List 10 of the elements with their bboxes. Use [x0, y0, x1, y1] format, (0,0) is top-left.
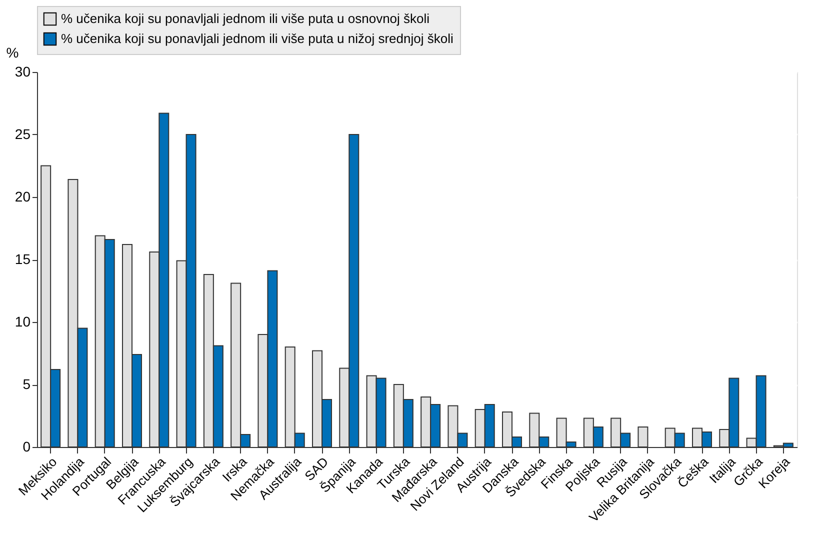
y-tick-label: 25	[14, 126, 31, 142]
y-tick-label: 15	[14, 251, 31, 267]
legend-label: % učenika koji su ponavljali jednom ili više puta u nižoj srednjoj školi	[61, 31, 454, 46]
y-tick-label: 0	[22, 438, 31, 454]
legend-label: % učenika koji su ponavljali jednom ili više puta u osnovnoj školi	[61, 11, 430, 26]
y-tick-label: 5	[22, 376, 31, 392]
y-tick-label: 10	[14, 314, 31, 330]
y-axis-title: %	[6, 44, 19, 60]
y-tick-label: 30	[14, 64, 31, 80]
y-tick-label: 20	[14, 188, 31, 204]
